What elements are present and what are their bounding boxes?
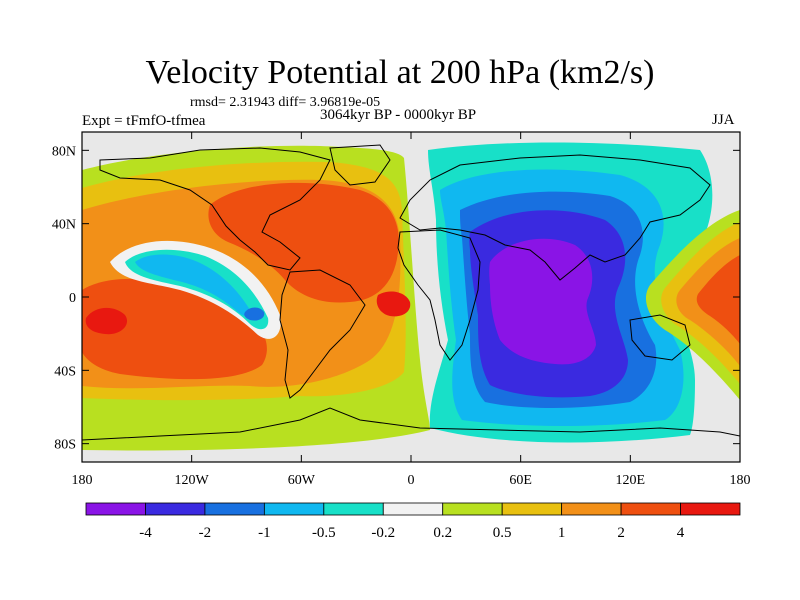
- colorbar-swatch: [85, 502, 146, 516]
- colorbar-swatch: [561, 502, 622, 516]
- y-axis: 80N 40N 0 40S 80S: [52, 144, 740, 453]
- contour-level-neg0.5-tongue: [135, 254, 251, 317]
- coastline-australia: [629, 314, 691, 361]
- y-tick-label: 40S: [54, 364, 76, 379]
- colorbar-swatch: [442, 502, 503, 516]
- colorbar-swatch: [204, 502, 265, 516]
- experiment-label: Expt = tFmfO-tfmea: [82, 113, 206, 129]
- x-tick-label: 120E: [616, 473, 646, 488]
- colorbar-label: 4: [677, 525, 685, 541]
- y-tick-label: 40N: [52, 218, 76, 233]
- colorbar-swatch: [145, 502, 206, 516]
- contour-level-neg4-east: [489, 238, 596, 365]
- coastline-antarctica: [82, 407, 740, 441]
- coastline-africa: [397, 229, 481, 361]
- contour-level-4-central-pacific: [85, 307, 128, 335]
- period-label: 3064kyr BP - 0000kyr BP: [320, 107, 477, 123]
- coastline-south-america: [279, 269, 366, 399]
- colorbar: -4 -2 -1 -0.5 -0.2 0.2 0.5 1 2 4: [85, 502, 741, 541]
- contour-level-neg1-tongue: [244, 307, 265, 321]
- coastline-greenland: [329, 144, 391, 186]
- y-tick-label: 0: [69, 291, 76, 306]
- x-tick-label: 180: [72, 473, 93, 488]
- colorbar-swatch: [680, 502, 741, 516]
- colorbar-label: -2: [199, 525, 212, 541]
- colorbar-label: -0.5: [312, 525, 336, 541]
- x-axis: 180 120W 60W 0 60E 120E 180: [72, 132, 751, 488]
- colorbar-swatch: [263, 502, 325, 516]
- contour-level-2-far-east: [696, 255, 740, 344]
- x-tick-label: 180: [730, 473, 751, 488]
- colorbar-swatch: [382, 502, 444, 516]
- contour-level-4-east-pacific: [376, 291, 411, 317]
- colorbar-label: -1: [258, 525, 271, 541]
- x-tick-label: 0: [408, 473, 415, 488]
- season-label: JJA: [712, 112, 735, 128]
- y-tick-label: 80S: [54, 438, 76, 453]
- map-panel: 180 120W 60W 0 60E 120E 180 80N 40N 0 40S 80S: [52, 131, 751, 488]
- colorbar-label: 2: [617, 525, 625, 541]
- x-tick-label: 60E: [509, 473, 532, 488]
- colorbar-label: 0.5: [493, 525, 512, 541]
- colorbar-label: -0.2: [371, 525, 395, 541]
- colorbar-swatch: [620, 502, 681, 516]
- colorbar-label: 0.2: [433, 525, 452, 541]
- coastline-eurasia: [399, 154, 711, 281]
- x-tick-label: 60W: [288, 473, 316, 488]
- colorbar-swatch: [501, 502, 563, 516]
- contour-fill-layer: [82, 142, 740, 451]
- colorbar-label: -4: [139, 525, 152, 541]
- contour-level-2-north: [208, 182, 399, 303]
- figure-title: Velocity Potential at 200 hPa (km2/s): [145, 54, 655, 91]
- y-tick-label: 80N: [52, 144, 76, 159]
- coastline-north-america: [99, 147, 331, 271]
- colorbar-label: 1: [558, 525, 566, 541]
- colorbar-swatch: [323, 502, 384, 516]
- coastlines: [82, 144, 740, 441]
- x-tick-label: 120W: [175, 473, 210, 488]
- stats-label: rmsd= 2.31943 diff= 3.96819e-05: [190, 95, 381, 110]
